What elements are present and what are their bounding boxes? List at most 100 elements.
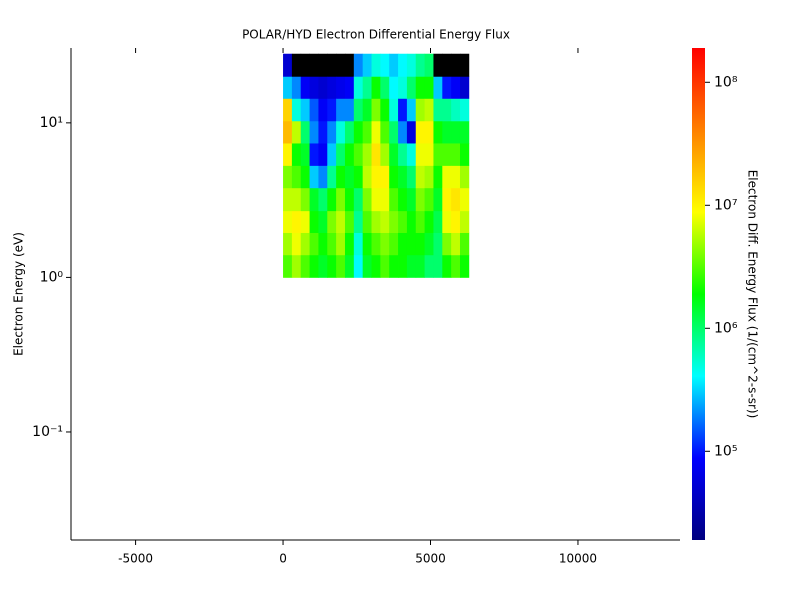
cell [415,98,426,122]
cell [344,232,355,256]
cell [344,254,355,278]
cell [424,254,434,278]
cell [353,53,364,77]
cell [353,98,364,122]
cell [442,232,452,256]
cell [424,53,434,77]
cell [291,120,302,144]
cell [380,165,390,189]
cell [371,76,381,99]
cell [362,76,372,99]
cell [318,76,328,99]
cell [442,165,452,189]
cell [406,120,417,144]
cell [362,120,372,144]
cell [318,98,328,122]
cell [291,143,302,166]
cell [389,76,399,99]
cell [353,254,364,278]
y-tick-label: 10⁰ [40,269,64,285]
cell [433,165,443,189]
cell [300,254,310,278]
y-tick-label: 10¹ [40,115,63,131]
cell [300,143,310,166]
cell [380,254,390,278]
cell [291,98,302,122]
cell [336,143,346,166]
cell [318,232,328,256]
cell [327,143,337,166]
cell [362,232,372,256]
cell [398,187,408,212]
cell [362,53,372,77]
cell [389,53,399,77]
cell [451,76,461,99]
cell [380,98,390,122]
cell [327,187,337,212]
cell [353,165,364,189]
cell [291,76,302,99]
cell [451,143,461,166]
cell [459,76,470,99]
cell [389,143,399,166]
cell [371,120,381,144]
cell [309,120,319,144]
cell [318,165,328,189]
cell [371,210,381,233]
cell [283,98,293,122]
cell [459,187,470,212]
cell [459,210,470,233]
cell [327,120,337,144]
cell [442,53,452,77]
cell [398,53,408,77]
cell [389,232,399,256]
cell [291,254,302,278]
y-axis-label: Electron Energy (eV) [12,232,26,356]
cell [309,76,319,99]
cell [451,53,461,77]
x-tick-label: -5000 [118,552,153,566]
cell [371,53,381,77]
cell [398,165,408,189]
cell [309,165,319,189]
cell [406,210,417,233]
chart-title: POLAR/HYD Electron Differential Energy F… [242,28,510,42]
cell [380,187,390,212]
cell [406,187,417,212]
cell [327,254,337,278]
cell [380,232,390,256]
cell [327,53,337,77]
cell [344,120,355,144]
y-tick-label: 10⁻¹ [32,424,63,440]
cell [380,143,390,166]
cell [353,143,364,166]
cell [309,53,319,77]
cell [380,210,390,233]
cell [459,232,470,256]
cell [336,98,346,122]
cell [353,210,364,233]
cell [344,143,355,166]
cell [424,210,434,233]
cell [353,120,364,144]
cell [433,143,443,166]
cell [459,120,470,144]
cell [415,53,426,77]
colorbar-tick-label: 10⁶ [714,320,738,336]
cell [362,165,372,189]
cell [424,165,434,189]
cell [398,120,408,144]
cell [300,53,310,77]
cell [283,76,293,99]
cell [415,143,426,166]
cell [406,143,417,166]
cell [344,187,355,212]
cell [309,143,319,166]
cell [451,187,461,212]
colorbar-tick-label: 10⁸ [714,74,738,90]
cell [406,98,417,122]
cell [380,53,390,77]
cell [433,210,443,233]
cell [353,232,364,256]
